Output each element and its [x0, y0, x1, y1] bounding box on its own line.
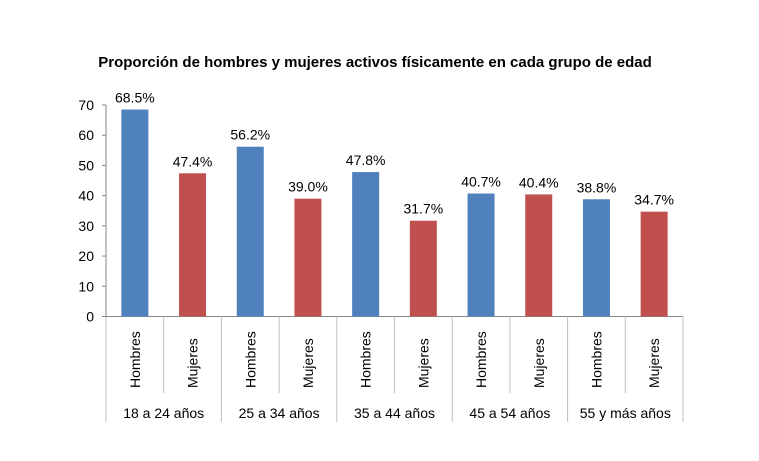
category-label: Mujeres: [300, 338, 316, 388]
data-label: 38.8%: [577, 179, 617, 195]
data-label: 39.0%: [288, 179, 328, 195]
y-tick-label: 50: [78, 157, 94, 173]
group-label: 35 a 44 años: [354, 405, 435, 421]
y-tick-label: 70: [78, 97, 94, 113]
category-label: Hombres: [473, 331, 489, 388]
data-label: 56.2%: [230, 127, 270, 143]
category-label: Hombres: [242, 331, 258, 388]
bar-hombres: [121, 109, 149, 317]
group-label: 45 a 54 años: [469, 405, 550, 421]
category-label: Mujeres: [646, 338, 662, 388]
category-label: Hombres: [358, 331, 374, 388]
data-label: 40.4%: [519, 174, 559, 190]
group-label: 18 a 24 años: [123, 405, 204, 421]
bar-mujeres: [179, 173, 207, 317]
chart-title: Proporción de hombres y mujeres activos …: [98, 54, 652, 71]
y-tick-label: 60: [78, 127, 94, 143]
category-label: Hombres: [127, 331, 143, 388]
data-label: 40.7%: [461, 174, 501, 190]
bar-mujeres: [525, 194, 553, 317]
y-tick-label: 30: [78, 218, 94, 234]
y-tick-label: 40: [78, 188, 94, 204]
y-tick-label: 0: [86, 309, 94, 325]
group-label: 55 y más años: [580, 405, 671, 421]
data-label: 68.5%: [115, 90, 155, 106]
bar-hombres: [352, 172, 380, 317]
category-label: Hombres: [588, 331, 604, 388]
group-label: 25 a 34 años: [239, 405, 320, 421]
data-label: 31.7%: [403, 201, 443, 217]
category-label: Mujeres: [185, 338, 201, 388]
bar-mujeres: [409, 220, 437, 317]
data-label: 34.7%: [634, 192, 674, 208]
y-tick-label: 20: [78, 248, 94, 264]
bar-hombres: [467, 193, 495, 317]
bar-mujeres: [640, 211, 668, 317]
data-label: 47.8%: [346, 152, 386, 168]
bar-hombres: [236, 146, 264, 317]
bar-hombres: [582, 199, 610, 317]
category-label: Mujeres: [531, 338, 547, 388]
y-tick-label: 10: [78, 278, 94, 294]
bar-mujeres: [294, 198, 322, 317]
data-label: 47.4%: [173, 153, 213, 169]
category-label: Mujeres: [415, 338, 431, 388]
